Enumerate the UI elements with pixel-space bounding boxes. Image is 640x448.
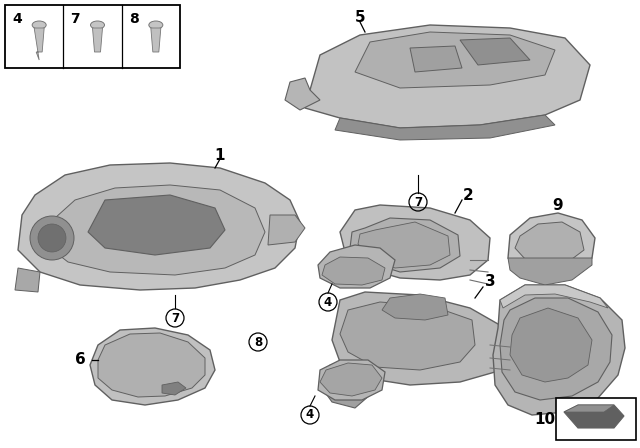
Polygon shape (18, 163, 300, 290)
Polygon shape (50, 185, 265, 275)
Polygon shape (322, 257, 385, 285)
Polygon shape (322, 362, 370, 408)
Polygon shape (305, 25, 590, 128)
Polygon shape (508, 258, 592, 285)
Polygon shape (564, 405, 614, 412)
Text: 5: 5 (355, 10, 365, 26)
Text: 7: 7 (70, 12, 80, 26)
Polygon shape (15, 268, 40, 292)
Circle shape (30, 216, 74, 260)
FancyBboxPatch shape (556, 398, 636, 440)
Polygon shape (460, 38, 530, 65)
Circle shape (38, 224, 66, 252)
Polygon shape (355, 32, 555, 88)
Text: 3: 3 (484, 275, 495, 289)
Polygon shape (88, 195, 225, 255)
Polygon shape (93, 28, 102, 52)
Ellipse shape (149, 21, 163, 29)
Text: 7: 7 (171, 311, 179, 324)
Polygon shape (34, 28, 44, 60)
Polygon shape (340, 302, 475, 370)
Polygon shape (382, 294, 448, 320)
Text: 9: 9 (553, 198, 563, 212)
Polygon shape (98, 333, 205, 397)
Polygon shape (318, 245, 395, 288)
Polygon shape (90, 328, 215, 405)
Text: 8: 8 (129, 12, 138, 26)
Polygon shape (332, 292, 508, 385)
Polygon shape (500, 298, 612, 400)
Polygon shape (268, 215, 305, 245)
Polygon shape (515, 222, 584, 266)
Text: 10: 10 (534, 413, 556, 427)
Polygon shape (151, 28, 161, 52)
Polygon shape (335, 115, 555, 140)
Polygon shape (493, 285, 625, 415)
Polygon shape (340, 205, 490, 280)
Polygon shape (285, 78, 320, 110)
Polygon shape (350, 218, 460, 272)
Ellipse shape (90, 21, 104, 29)
Polygon shape (508, 213, 595, 278)
FancyBboxPatch shape (5, 5, 180, 68)
Text: 8: 8 (254, 336, 262, 349)
Text: 2: 2 (463, 189, 474, 203)
Ellipse shape (32, 21, 46, 29)
Text: 6: 6 (75, 353, 85, 367)
Text: 7: 7 (414, 195, 422, 208)
Polygon shape (510, 308, 592, 382)
Text: 4: 4 (306, 409, 314, 422)
Polygon shape (500, 285, 608, 308)
Polygon shape (358, 222, 450, 268)
Polygon shape (162, 382, 186, 395)
Polygon shape (410, 46, 462, 72)
Text: 1: 1 (215, 147, 225, 163)
Text: 4: 4 (12, 12, 22, 26)
Polygon shape (320, 363, 382, 396)
Polygon shape (564, 405, 624, 428)
Polygon shape (318, 360, 385, 400)
Text: 4: 4 (324, 296, 332, 309)
